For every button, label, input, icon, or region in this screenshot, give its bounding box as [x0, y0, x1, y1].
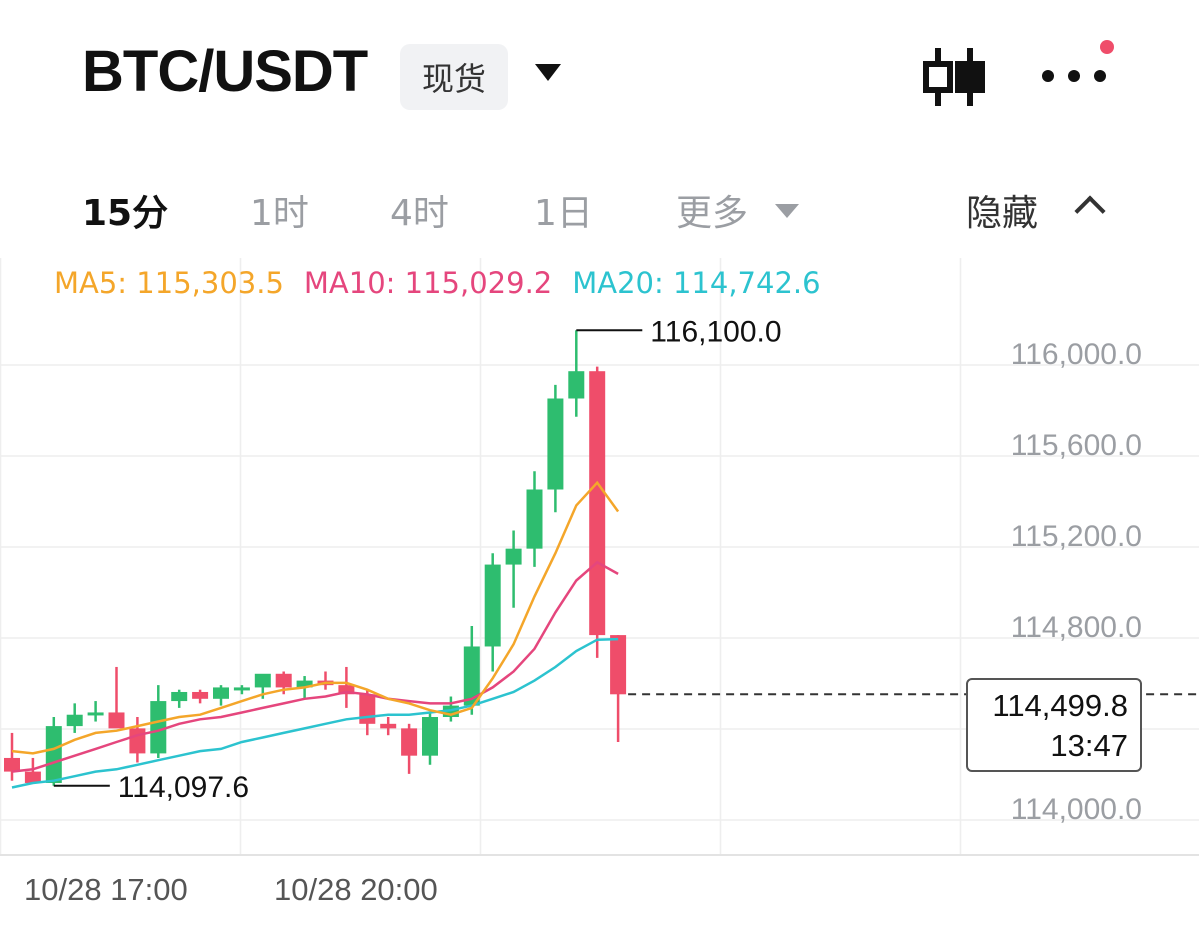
ma10-value: MA10: 115,029.2: [303, 266, 553, 300]
timeframe-tabs: 15分 1时 4时 1日 更多 隐藏: [0, 170, 1199, 250]
candle-body: [422, 717, 438, 756]
candle-body: [87, 712, 104, 716]
candle-body: [547, 398, 564, 490]
more-dot: [1094, 70, 1106, 82]
current-price-box: 114,499.8 13:47: [966, 678, 1142, 772]
candle-body: [129, 728, 146, 754]
candle-body: [192, 691, 209, 699]
candle-body: [359, 694, 376, 724]
ma5-value: MA5: 115,303.5: [54, 266, 284, 300]
candle-body: [589, 371, 606, 636]
hide-chart-button[interactable]: 隐藏: [966, 193, 1039, 234]
current-price: 114,499.8: [992, 688, 1128, 723]
candle-body: [568, 371, 585, 399]
ma-indicator-row: MA5: 115,303.5 MA10: 115,029.2 MA20: 114,7…: [54, 266, 841, 300]
candle-body: [380, 723, 397, 729]
candle-body: [45, 726, 62, 783]
candle-body: [296, 680, 313, 688]
candle-countdown: 13:47: [1050, 728, 1128, 763]
ma10-line: [11, 560, 619, 773]
market-type-badge[interactable]: 现货: [400, 44, 508, 110]
candle-body: [108, 712, 125, 729]
candle-body: [463, 646, 480, 706]
chevron-up-icon[interactable]: [1074, 195, 1106, 227]
x-axis-label: 10/28 20:00: [274, 872, 438, 907]
candle-body: [338, 685, 355, 695]
candle-body: [505, 548, 522, 565]
ma5-line: [11, 480, 620, 755]
candle-body: [171, 691, 188, 702]
candlestick-icon[interactable]: [920, 42, 990, 112]
candle-body: [401, 728, 418, 756]
tab-more[interactable]: 更多: [676, 193, 749, 234]
tab-15m[interactable]: 15分: [82, 193, 169, 234]
y-tick-label: 114,800.0: [1011, 611, 1142, 644]
candle-body: [526, 489, 543, 549]
tab-1d[interactable]: 1日: [534, 193, 593, 234]
candle-body: [24, 771, 41, 783]
candle-body: [4, 757, 20, 772]
x-axis-label: 10/28 17:00: [24, 872, 188, 907]
more-dot: [1068, 70, 1080, 82]
candle-body: [233, 687, 250, 691]
candle-body: [150, 701, 167, 754]
header: BTC/USDT 现货: [0, 0, 1199, 150]
low-price-label: 114,097.6: [118, 771, 249, 804]
y-tick-label: 115,200.0: [1011, 520, 1142, 553]
more-dot: [1042, 70, 1054, 82]
candle-body: [213, 687, 229, 699]
y-tick-label: 114,000.0: [1011, 793, 1142, 826]
tab-4h[interactable]: 4时: [390, 193, 449, 234]
chevron-down-icon[interactable]: [535, 64, 561, 81]
candle-body: [254, 673, 271, 688]
candle-body: [484, 564, 501, 647]
tab-1h[interactable]: 1时: [250, 193, 309, 234]
trading-pair-title[interactable]: BTC/USDT: [82, 39, 368, 104]
chevron-down-icon[interactable]: [775, 204, 799, 218]
candle-body: [66, 714, 83, 727]
candlestick-chart[interactable]: 116,000.0 115,600.0 115,200.0 114,800.0 114,…: [0, 258, 1199, 898]
y-tick-label: 116,000.0: [1011, 338, 1142, 371]
candle-body: [610, 635, 627, 695]
notification-dot-icon: [1100, 40, 1114, 54]
candle-body: [275, 673, 292, 688]
more-icon[interactable]: [1038, 40, 1118, 110]
ma20-line: [11, 637, 619, 789]
y-tick-label: 115,600.0: [1011, 429, 1142, 462]
ma20-value: MA20: 114,742.6: [572, 266, 821, 300]
high-price-label: 116,100.0: [650, 315, 781, 348]
